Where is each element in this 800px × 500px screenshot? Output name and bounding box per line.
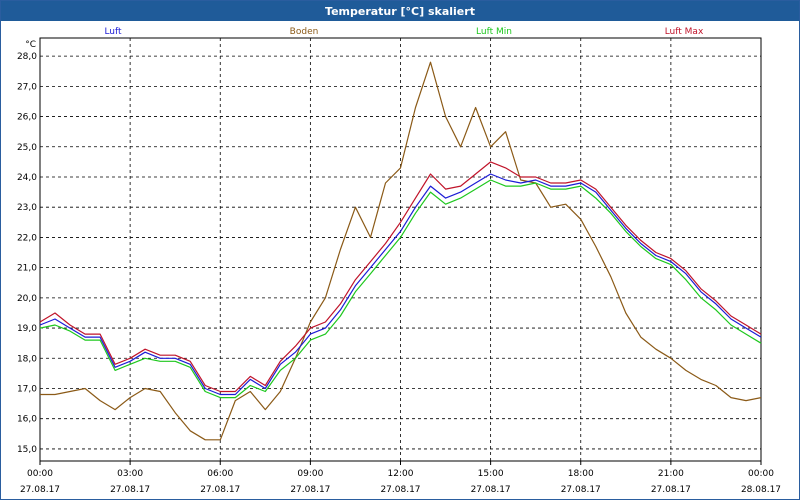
legend-entry-luft: Luft xyxy=(104,27,122,37)
y-tick-label: 21,0 xyxy=(17,264,37,274)
x-tick-time-label: 12:00 xyxy=(388,469,414,479)
x-tick-time-label: 21:00 xyxy=(658,469,684,479)
y-tick-label: 22,0 xyxy=(17,233,37,243)
series-line-boden xyxy=(40,61,762,441)
y-tick-label: 28,0 xyxy=(17,52,37,62)
y-tick-label: 20,0 xyxy=(17,294,37,304)
y-tick-label: 18,0 xyxy=(17,354,37,364)
y-tick-label: 19,0 xyxy=(17,324,37,334)
x-tick-date-label: 27.08.17 xyxy=(380,485,420,495)
x-tick-date-label: 28.08.17 xyxy=(741,485,781,495)
x-tick-time-label: 00:00 xyxy=(27,469,53,479)
x-tick-time-label: 15:00 xyxy=(478,469,504,479)
y-tick-label: 23,0 xyxy=(17,203,37,213)
x-tick-date-label: 27.08.17 xyxy=(20,485,60,495)
legend-entry-boden: Boden xyxy=(290,27,319,37)
x-tick-date-label: 27.08.17 xyxy=(110,485,150,495)
legend-entry-luft-min: Luft Min xyxy=(476,27,512,37)
x-tick-time-label: 18:00 xyxy=(568,469,594,479)
series-line-luft xyxy=(39,173,762,396)
x-tick-date-label: 27.08.17 xyxy=(200,485,240,495)
series-line-luft-min xyxy=(39,179,762,399)
window-title: Temperatur [°C] skaliert xyxy=(1,1,799,21)
y-tick-label: 16,0 xyxy=(17,415,37,425)
x-tick-time-label: 06:00 xyxy=(207,469,233,479)
x-tick-time-label: 09:00 xyxy=(297,469,323,479)
y-tick-label: 17,0 xyxy=(17,384,37,394)
x-tick-time-label: 03:00 xyxy=(117,469,143,479)
legend-entry-luft-max: Luft Max xyxy=(665,27,704,37)
y-tick-label: 24,0 xyxy=(17,173,37,183)
y-axis-unit: °C xyxy=(25,40,36,50)
temperature-chart: 15,0 16,0 17,0 18,0 19,0 20,0 21,0 22,0 23,0 24,0… xyxy=(17,27,781,495)
series-line-luft-max xyxy=(39,161,762,393)
y-tick-label: 25,0 xyxy=(17,143,37,153)
x-tick-date-label: 27.08.17 xyxy=(471,485,511,495)
y-tick-label: 27,0 xyxy=(17,82,37,92)
y-tick-label: 26,0 xyxy=(17,113,37,123)
x-tick-date-label: 27.08.17 xyxy=(290,485,330,495)
x-tick-date-label: 27.08.17 xyxy=(651,485,691,495)
y-tick-label: 15,0 xyxy=(17,445,37,455)
x-tick-date-label: 27.08.17 xyxy=(561,485,601,495)
x-tick-time-label: 00:00 xyxy=(748,469,774,479)
